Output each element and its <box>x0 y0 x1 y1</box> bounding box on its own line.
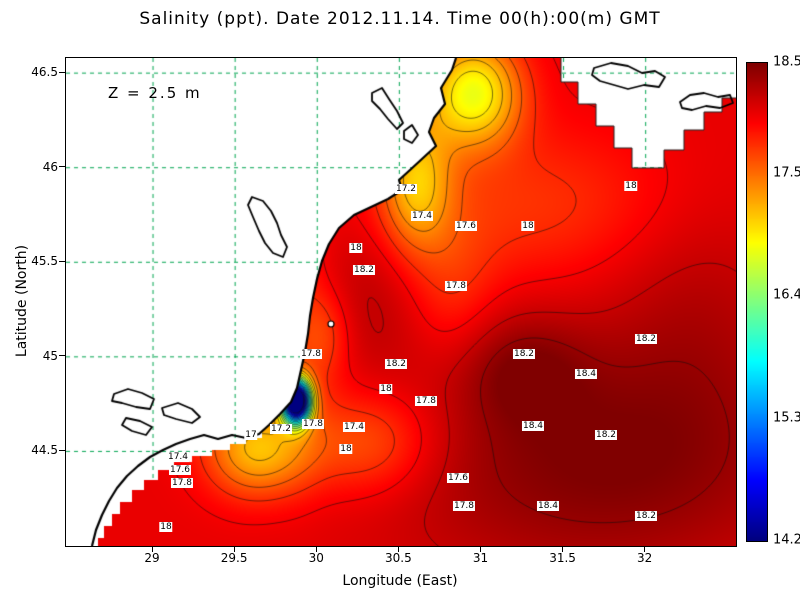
contour-label: 17.8 <box>444 281 468 291</box>
contour-label: 18.2 <box>384 359 408 369</box>
plot-title: Salinity (ppt). Date 2012.11.14. Time 00… <box>139 9 661 29</box>
y-tick-label: 46.5 <box>31 65 58 80</box>
colorbar-tick-label: 16.4 <box>773 287 800 303</box>
x-tick-mark <box>479 546 481 552</box>
y-tick-label: 44.5 <box>31 443 58 458</box>
contour-label: 18.4 <box>536 501 560 511</box>
colorbar-tick-label: 18.5 <box>773 54 800 70</box>
contour-label: 17.8 <box>414 396 438 406</box>
contour-label: 18 <box>349 243 363 253</box>
colorbar-tick-label: 15.3 <box>773 410 800 426</box>
y-tick-mark <box>59 71 65 73</box>
contour-label: 17.8 <box>170 478 194 488</box>
y-tick-mark <box>59 260 65 262</box>
contour-label: 17.4 <box>410 211 434 221</box>
contour-label: 18.4 <box>521 421 545 431</box>
colorbar-gradient-canvas <box>747 63 767 541</box>
map-plot-area: Z = 2.5 m 17.2 17.4 17.6 18 18 18 18.2 17.8 18.2… <box>65 57 737 547</box>
x-tick-label: 31.5 <box>549 551 576 565</box>
contour-label: 18.2 <box>634 334 658 344</box>
contour-label: 17 <box>244 430 258 440</box>
x-tick-mark <box>562 546 564 552</box>
colorbar-tick-label: 14.2 <box>773 532 800 548</box>
salinity-map-canvas <box>66 58 736 546</box>
x-tick-label: 30 <box>308 551 324 565</box>
contour-label: 17.6 <box>446 473 470 483</box>
x-tick-label: 31 <box>472 551 489 565</box>
contour-label: 18 <box>624 181 638 191</box>
contour-label: 18.4 <box>574 369 598 379</box>
contour-label: 18.2 <box>594 430 618 440</box>
depth-annotation: Z = 2.5 m <box>108 84 202 102</box>
y-tick-mark <box>59 166 65 168</box>
contour-label: 17.2 <box>269 424 293 434</box>
contour-label: 17.6 <box>168 465 192 475</box>
contour-label: 18.2 <box>512 349 536 359</box>
x-tick-mark <box>315 546 317 552</box>
y-tick-label: 45 <box>42 348 58 363</box>
contour-label: 18 <box>379 384 393 394</box>
contour-label: 18.2 <box>634 511 658 521</box>
y-tick-mark <box>59 355 65 357</box>
x-tick-label: 32 <box>637 551 653 565</box>
contour-label: 17.8 <box>301 419 325 429</box>
x-tick-label: 30.5 <box>384 551 412 565</box>
x-tick-mark <box>151 546 153 552</box>
y-tick-label: 46 <box>42 159 58 174</box>
y-tick-label: 45.5 <box>31 254 58 269</box>
x-tick-mark <box>644 546 646 552</box>
contour-label: 18.2 <box>352 265 376 275</box>
contour-label: 17.6 <box>454 221 478 231</box>
x-tick-label: 29 <box>144 551 160 565</box>
x-tick-mark <box>233 546 235 552</box>
contour-label: 17.4 <box>342 422 366 432</box>
contour-label: 17.4 <box>166 452 190 462</box>
y-tick-mark <box>59 449 65 451</box>
x-tick-label: 29.5 <box>220 551 248 565</box>
colorbar <box>746 62 768 542</box>
x-tick-mark <box>397 546 399 552</box>
contour-label: 18 <box>159 522 173 532</box>
contour-label: 17.8 <box>452 501 476 511</box>
colorbar-tick-label: 17.5 <box>773 165 800 181</box>
contour-label: 17.2 <box>394 184 418 194</box>
contour-label: 18 <box>339 444 353 454</box>
x-axis-label: Longitude (East) <box>342 573 458 589</box>
contour-label: 17.8 <box>299 349 323 359</box>
contour-label: 18 <box>521 221 535 231</box>
